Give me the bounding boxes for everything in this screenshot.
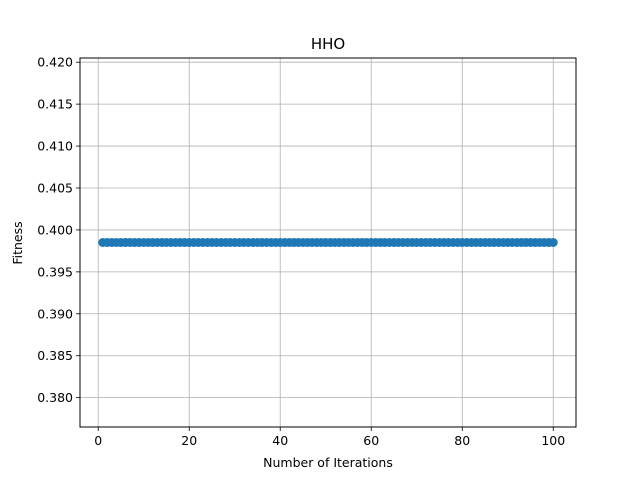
chart-title: HHO (311, 35, 345, 53)
x-tick-label: 60 (363, 433, 379, 448)
y-tick-label: 0.400 (37, 222, 73, 237)
y-tick-label: 0.380 (37, 390, 73, 405)
x-axis-ticks: 0 20 40 60 80 100 (94, 427, 565, 448)
y-tick-label: 0.390 (37, 306, 73, 321)
plot-area-frame (79, 57, 577, 428)
y-tick-label: 0.395 (37, 264, 73, 279)
x-tick-label: 40 (272, 433, 288, 448)
y-tick-label: 0.420 (37, 55, 73, 70)
x-tick-label: 20 (181, 433, 197, 448)
data-point (548, 238, 558, 247)
y-axis-title: Fitness (10, 221, 25, 264)
data-series (98, 238, 558, 247)
y-tick-label: 0.415 (37, 97, 73, 112)
y-tick-label: 0.410 (37, 139, 73, 154)
x-tick-label: 80 (454, 433, 470, 448)
y-tick-label: 0.405 (37, 180, 73, 195)
x-tick-label: 100 (541, 433, 565, 448)
x-tick-label: 0 (94, 433, 102, 448)
x-axis-title: Number of Iterations (263, 455, 393, 470)
grid-lines (80, 58, 576, 427)
y-tick-label: 0.385 (37, 348, 73, 363)
y-axis-ticks: 0.380 0.385 0.390 0.395 0.400 0.405 0.410 0.415… (37, 55, 80, 405)
